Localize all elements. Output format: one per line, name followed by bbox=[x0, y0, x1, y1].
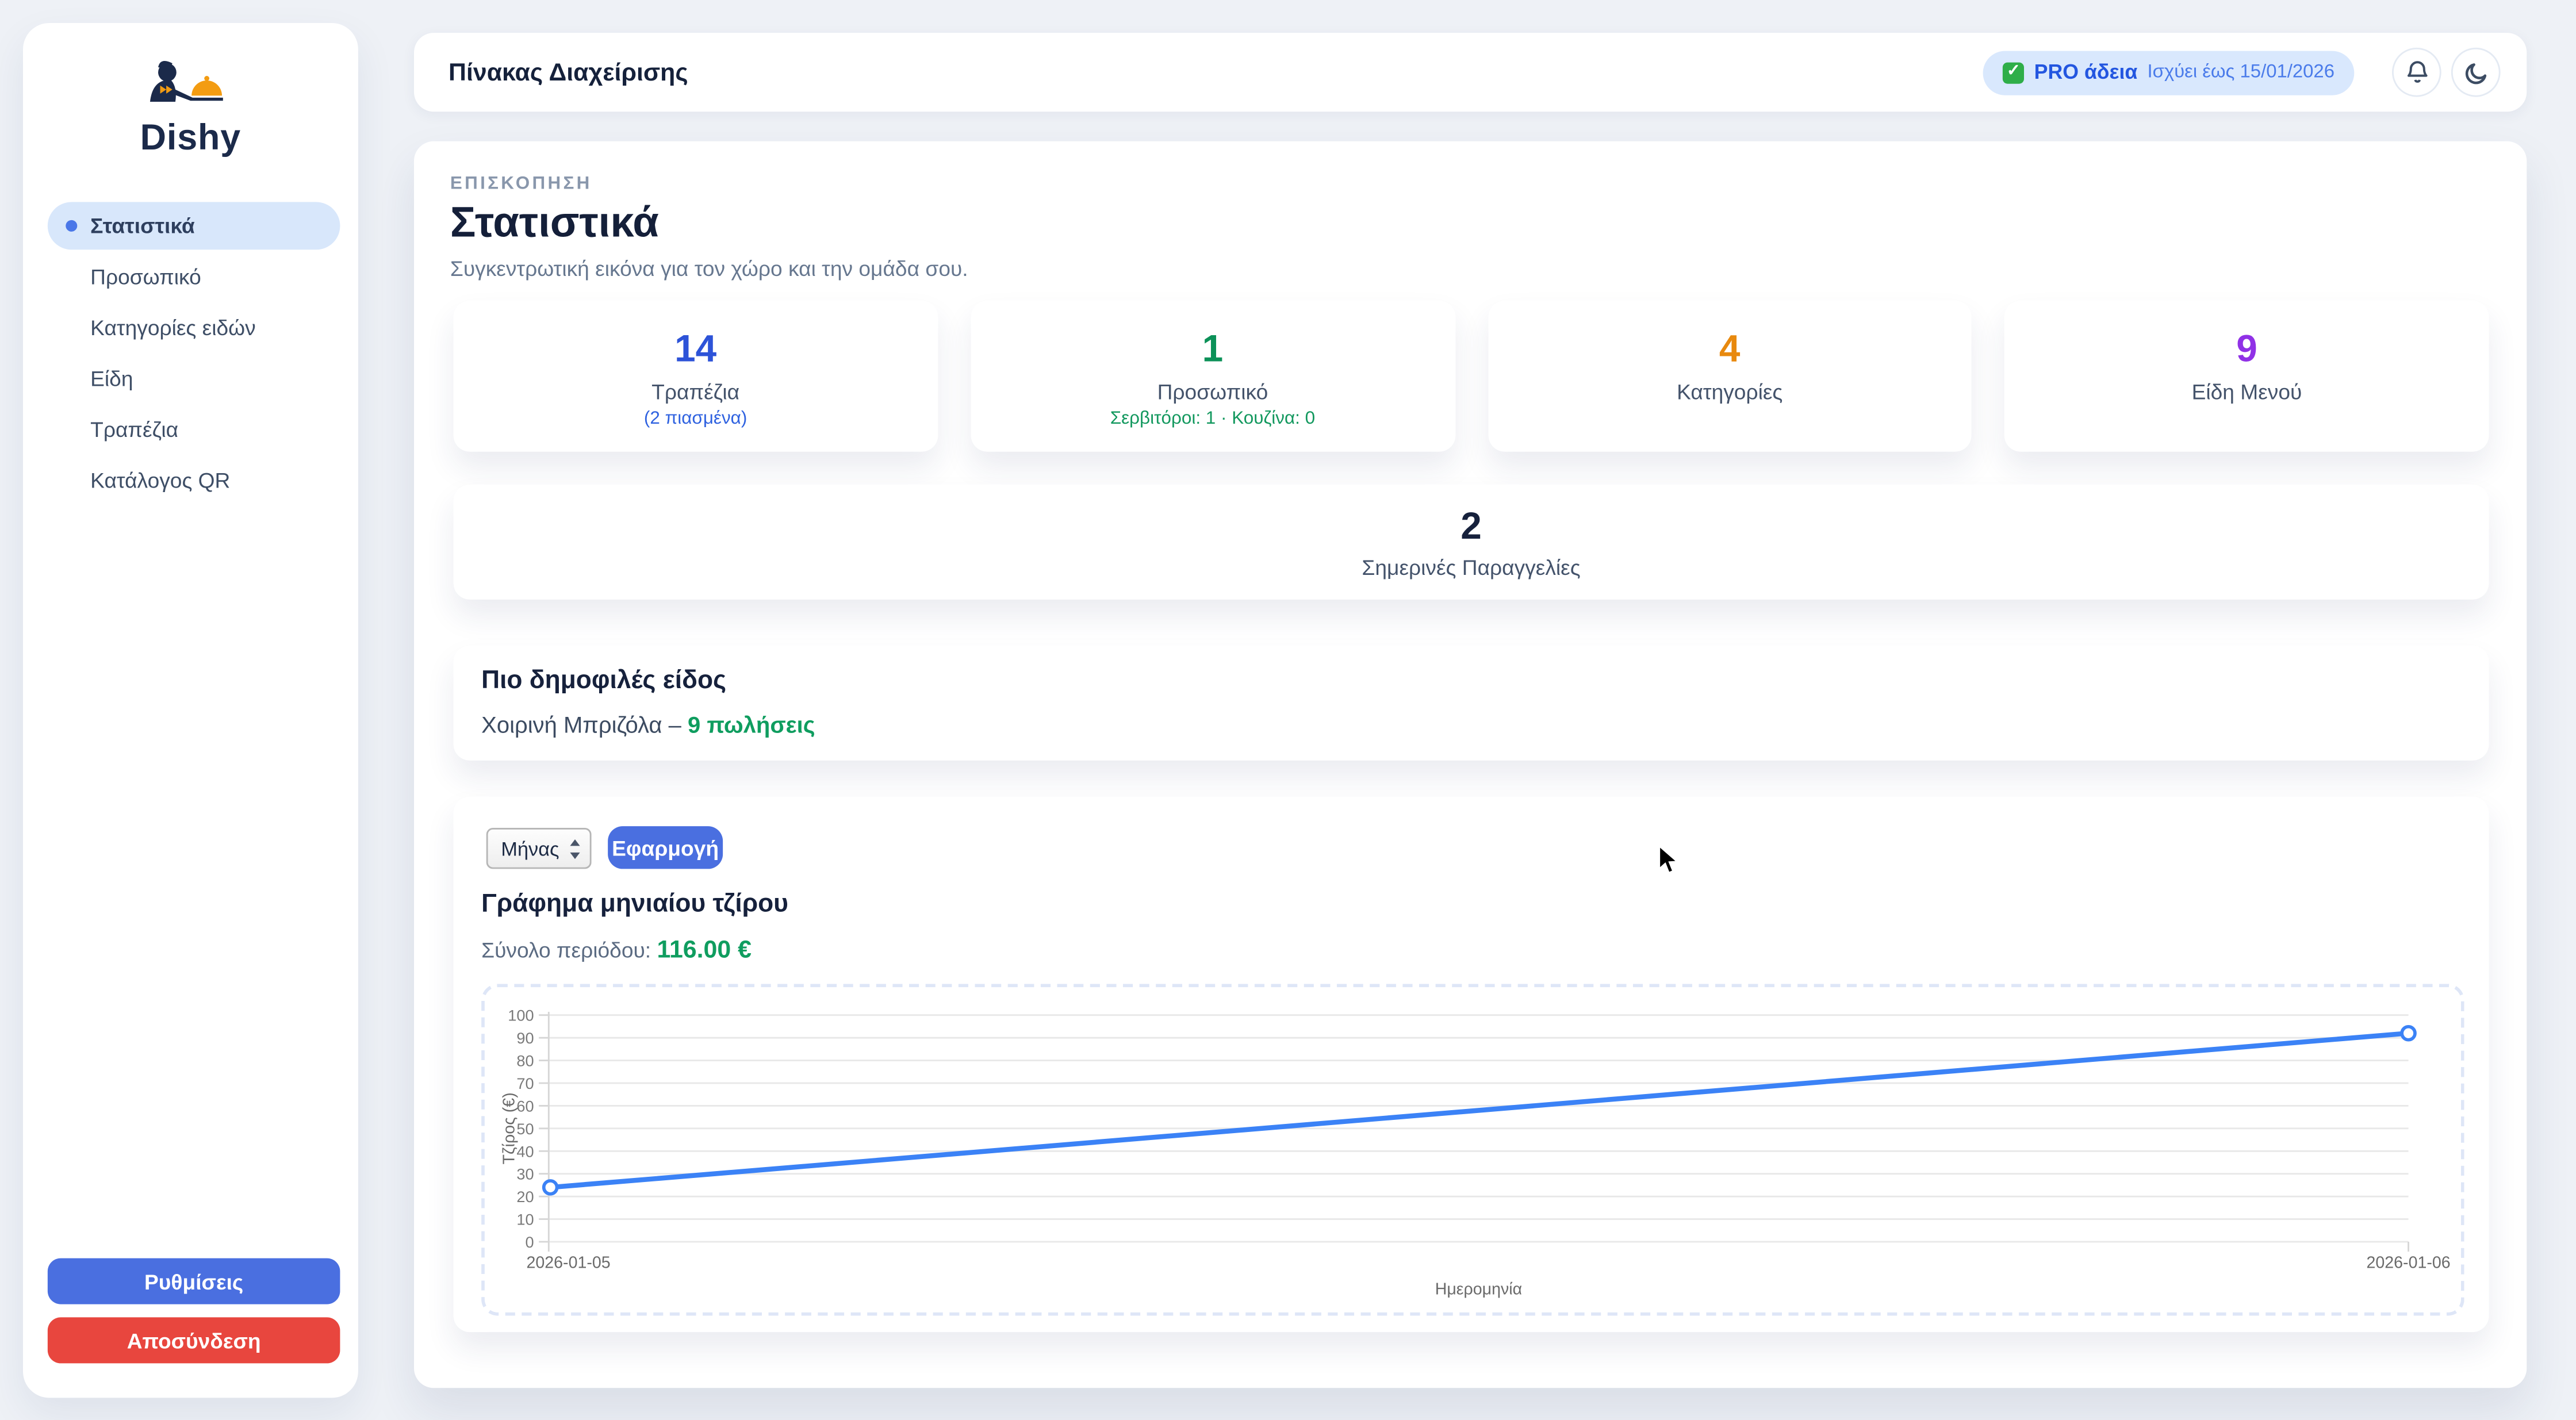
sidebar-item-label: Τραπέζια bbox=[90, 417, 179, 442]
sidebar-item-qr-catalog[interactable]: Κατάλογος QR bbox=[48, 456, 340, 504]
svg-text:Ημερομηνία: Ημερομηνία bbox=[1435, 1280, 1522, 1298]
dishy-logo: Dishy bbox=[23, 59, 358, 159]
orders-today-card: 2 Σημερινές Παραγγελίες bbox=[453, 484, 2489, 600]
license-label: PRO άδεια bbox=[2034, 60, 2138, 84]
stat-value: 14 bbox=[674, 327, 717, 370]
stat-label: Κατηγορίες bbox=[1677, 379, 1783, 404]
sidebar-item-label: Κατηγορίες ειδών bbox=[90, 315, 256, 340]
top-bar: Πίνακας Διαχείρισης ✓ PRO άδεια Ισχύει έ… bbox=[413, 33, 2527, 112]
sidebar-item-label: Προσωπικό bbox=[90, 264, 201, 289]
orders-today-label: Σημερινές Παραγγελίες bbox=[1362, 555, 1581, 580]
period-select-value: Μήνας bbox=[501, 836, 559, 860]
stat-card-staff: 1 Προσωπικό Σερβιτόροι: 1 · Κουζίνα: 0 bbox=[970, 300, 1455, 452]
svg-text:100: 100 bbox=[508, 1007, 534, 1024]
stat-card-tables: 14 Τραπέζια (2 πιασμένα) bbox=[453, 300, 938, 452]
bell-icon bbox=[2406, 61, 2427, 83]
main-panel: ΕΠΙΣΚΟΠΗΣΗ Στατιστικά Συγκεντρωτική εικό… bbox=[413, 141, 2527, 1388]
stat-card-categories: 4 Κατηγορίες bbox=[1488, 300, 1972, 452]
notifications-button[interactable] bbox=[2391, 47, 2441, 97]
sidebar-item-label: Είδη bbox=[90, 366, 133, 391]
stat-value: 9 bbox=[2236, 327, 2257, 370]
orders-today-value: 2 bbox=[1460, 504, 1482, 547]
sidebar-item-staff[interactable]: Προσωπικό bbox=[48, 253, 340, 301]
stat-label: Προσωπικό bbox=[1157, 379, 1268, 404]
sidebar-item-items[interactable]: Είδη bbox=[48, 355, 340, 402]
moon-icon bbox=[2464, 62, 2486, 83]
svg-text:70: 70 bbox=[516, 1074, 534, 1092]
mouse-cursor bbox=[1658, 844, 1680, 874]
stat-label: Είδη Μενού bbox=[2191, 379, 2302, 404]
popular-item-card: Πιο δημοφιλές είδος Χοιρινή Μπριζόλα – 9… bbox=[453, 645, 2489, 761]
sidebar-item-statistics[interactable]: Στατιστικά bbox=[47, 202, 340, 250]
period-total-label: Σύνολο περιόδου: bbox=[481, 938, 651, 963]
page-header-title: Πίνακας Διαχείρισης bbox=[448, 58, 688, 86]
license-badge: ✓ PRO άδεια Ισχύει έως 15/01/2026 bbox=[1983, 50, 2355, 95]
period-select[interactable]: Μήνας bbox=[486, 827, 592, 869]
period-total-value: 116.00 € bbox=[657, 936, 752, 965]
sidebar-item-label: Κατάλογος QR bbox=[90, 468, 231, 493]
stat-sub: (2 πιασμένα) bbox=[643, 409, 747, 429]
popular-item-line: Χοιρινή Μπριζόλα – 9 πωλήσεις bbox=[481, 711, 815, 738]
stat-sub: Σερβιτόροι: 1 · Κουζίνα: 0 bbox=[1110, 409, 1316, 429]
revenue-chart-card: Μήνας Εφαρμογή Γράφημα μηνιαίου τζίρου Σ… bbox=[453, 796, 2489, 1333]
dishy-logo-icon bbox=[150, 61, 223, 102]
chart-title: Γράφημα μηνιαίου τζίρου bbox=[481, 890, 788, 919]
active-dot-icon bbox=[66, 220, 78, 232]
apply-button[interactable]: Εφαρμογή bbox=[608, 826, 723, 869]
sidebar-item-tables[interactable]: Τραπέζια bbox=[48, 406, 340, 454]
popular-item-name: Χοιρινή Μπριζόλα – bbox=[481, 711, 688, 738]
app-name: Dishy bbox=[140, 116, 241, 158]
svg-text:30: 30 bbox=[516, 1165, 534, 1183]
svg-text:0: 0 bbox=[525, 1233, 534, 1251]
popular-item-title: Πιο δημοφιλές είδος bbox=[481, 666, 727, 695]
page-subtitle: Συγκεντρωτική εικόνα για τον χώρο και τη… bbox=[450, 256, 968, 281]
stat-value: 4 bbox=[1719, 327, 1741, 370]
revenue-chart: 0 10 20 30 40 50 60 70 80 90 100 2026-01-05 2026-01-… bbox=[481, 984, 2464, 1316]
logout-button[interactable]: Αποσύνδεση bbox=[47, 1317, 340, 1364]
dark-mode-toggle[interactable] bbox=[2451, 47, 2501, 97]
select-arrows-icon bbox=[570, 839, 580, 859]
popular-item-sales: 9 πωλήσεις bbox=[687, 711, 815, 738]
svg-text:2026-01-06: 2026-01-06 bbox=[2367, 1254, 2451, 1272]
svg-text:10: 10 bbox=[516, 1211, 534, 1229]
stats-row: 14 Τραπέζια (2 πιασμένα) 1 Προσωπικό Σερ… bbox=[453, 300, 2489, 452]
svg-text:2026-01-05: 2026-01-05 bbox=[527, 1254, 611, 1272]
sidebar: Dishy Στατιστικά Προσωπικό Κατηγορίες ει… bbox=[22, 22, 358, 1398]
revenue-chart-svg: 0 10 20 30 40 50 60 70 80 90 100 2026-01-05 2026-01-… bbox=[500, 1007, 2451, 1299]
stat-label: Τραπέζια bbox=[651, 379, 740, 404]
stat-value: 1 bbox=[1202, 327, 1224, 370]
stat-card-menu-items: 9 Είδη Μενού bbox=[2004, 300, 2489, 452]
svg-text:20: 20 bbox=[516, 1188, 534, 1206]
period-total: Σύνολο περιόδου: 116.00 € bbox=[481, 937, 752, 965]
page-title: Στατιστικά bbox=[450, 197, 659, 247]
sidebar-item-label: Στατιστικά bbox=[90, 213, 195, 239]
license-valid-until: Ισχύει έως 15/01/2026 bbox=[2147, 62, 2334, 82]
svg-text:50: 50 bbox=[516, 1120, 534, 1138]
sidebar-nav: Στατιστικά Προσωπικό Κατηγορίες ειδών Εί… bbox=[47, 202, 340, 507]
svg-text:60: 60 bbox=[516, 1097, 534, 1115]
svg-text:90: 90 bbox=[516, 1029, 534, 1047]
svg-text:Τζίρος (€): Τζίρος (€) bbox=[500, 1092, 518, 1164]
settings-button[interactable]: Ρυθμίσεις bbox=[47, 1258, 340, 1304]
svg-text:40: 40 bbox=[516, 1142, 534, 1160]
check-icon: ✓ bbox=[2003, 62, 2025, 83]
svg-text:80: 80 bbox=[516, 1052, 534, 1070]
sidebar-item-categories[interactable]: Κατηγορίες ειδών bbox=[48, 304, 340, 352]
section-eyebrow: ΕΠΙΣΚΟΠΗΣΗ bbox=[450, 174, 592, 194]
